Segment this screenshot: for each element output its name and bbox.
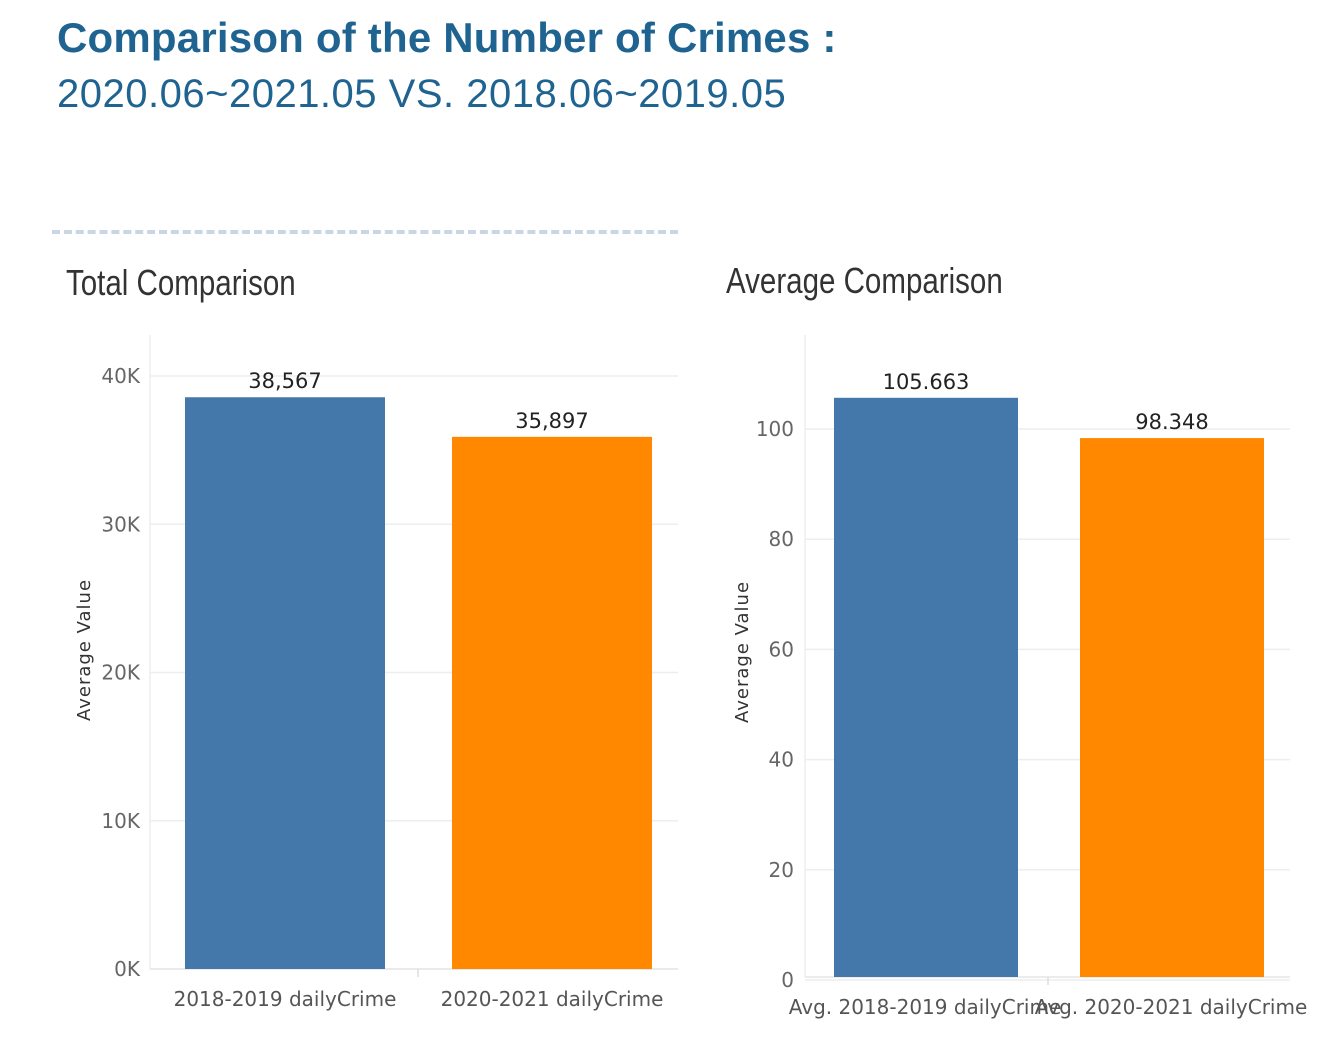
average-chart-title: Average Comparison — [726, 260, 1003, 301]
average-category-label: Avg. 2020-2021 dailyCrime — [1035, 995, 1308, 1019]
average-ytick-label: 100 — [756, 417, 794, 441]
total-bar — [452, 436, 652, 969]
average-ytick-label: 80 — [769, 527, 794, 551]
total-y-axis-title: Average Value — [74, 579, 95, 721]
total-data-label: 35,897 — [515, 409, 588, 433]
average-y-axis-title: Average Value — [732, 581, 753, 723]
average-data-label: 98.348 — [1135, 410, 1208, 434]
total-ytick-label: 0K — [114, 957, 141, 981]
total-category-label: 2020-2021 dailyCrime — [441, 987, 664, 1011]
average-category-label: Avg. 2018-2019 dailyCrime — [789, 995, 1062, 1019]
average-ytick-label: 0 — [781, 968, 794, 992]
average-bar — [1080, 438, 1264, 977]
average-bar — [834, 397, 1018, 977]
page-title: Comparison of the Number of Crimes : — [57, 14, 837, 61]
average-data-label: 105.663 — [883, 370, 970, 394]
average-ytick-label: 40 — [769, 748, 794, 772]
total-ytick-label: 10K — [101, 809, 140, 833]
total-ytick-label: 40K — [101, 364, 140, 388]
section-divider — [52, 230, 678, 234]
total-data-label: 38,567 — [248, 369, 321, 393]
total-ytick-label: 30K — [101, 512, 140, 536]
average-ytick-label: 60 — [769, 637, 794, 661]
page-subtitle: 2020.06~2021.05 VS. 2018.06~2019.05 — [57, 72, 787, 116]
average-ytick-label: 20 — [769, 858, 794, 882]
total-category-label: 2018-2019 dailyCrime — [174, 987, 397, 1011]
total-chart-title: Total Comparison — [66, 262, 296, 303]
total-ytick-label: 20K — [101, 661, 140, 685]
total-bar — [185, 397, 385, 969]
